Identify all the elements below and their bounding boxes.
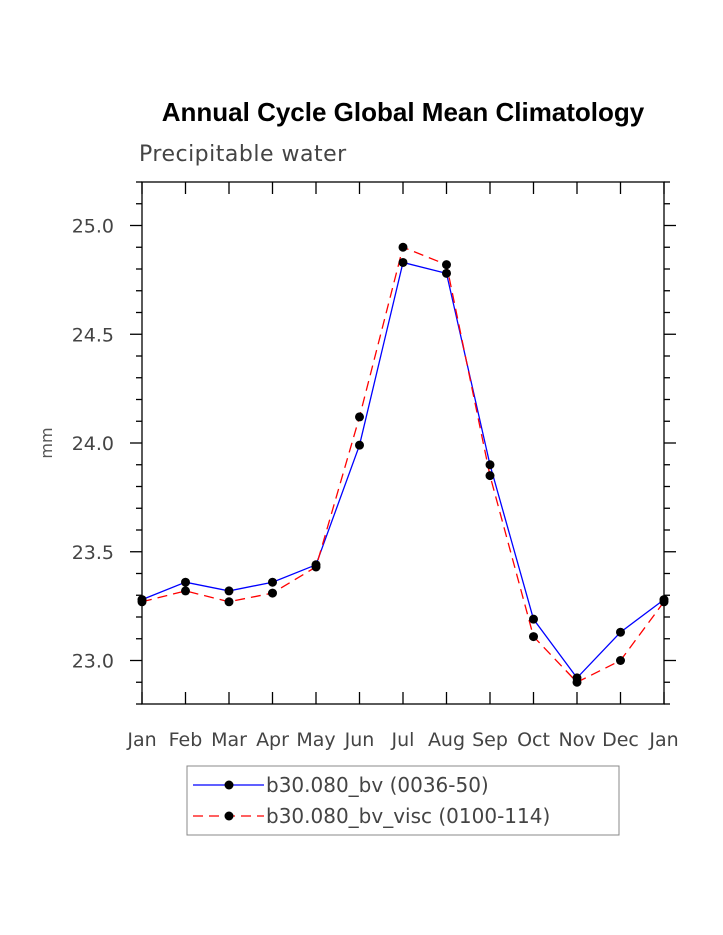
series-2-point (659, 597, 669, 607)
series-1-point (485, 460, 495, 470)
legend-marker-1 (224, 780, 234, 790)
series-line-1 (141, 261, 665, 679)
series-2-point (442, 260, 451, 270)
series-2-point (398, 242, 408, 252)
y-tick-label: 23.0 (72, 651, 114, 673)
x-tick-label: Jan (648, 729, 678, 751)
series-2-point (268, 588, 277, 598)
x-tick-label: Oct (517, 729, 550, 751)
x-tick-label: May (296, 729, 335, 751)
series-1-point (268, 577, 277, 587)
series-1-point (529, 614, 538, 624)
series-2-point (311, 562, 321, 572)
series-2-point (572, 677, 582, 687)
series-2-point (529, 632, 538, 642)
series-2-point (224, 597, 234, 607)
y-tick-label: 24.0 (72, 433, 114, 455)
series-1-point (181, 577, 190, 587)
x-tick-labels: Jan Feb Mar Apr May Jun Jul Aug Sep Oct Nov Dec Jan (126, 729, 678, 751)
axis-ticks (130, 181, 676, 705)
x-tick-label: Jun (344, 729, 375, 751)
series-2-point (355, 412, 364, 422)
series-1-point (355, 440, 364, 450)
y-tick-label: 24.5 (72, 324, 114, 346)
chart-subtitle: Precipitable water (139, 142, 347, 167)
series-1-point (442, 268, 451, 278)
y-tick-label: 23.5 (72, 542, 114, 564)
legend-marker-2 (224, 811, 234, 821)
x-tick-label: Dec (602, 729, 639, 751)
x-tick-label: Jan (126, 729, 156, 751)
x-tick-label: Jul (391, 729, 415, 751)
y-tick-label: 25.0 (72, 216, 114, 238)
legend: b30.080_bv (0036-50) b30.080_bv_visc (010… (186, 765, 620, 836)
series-1-point (224, 586, 234, 596)
x-tick-label: Aug (428, 729, 465, 751)
x-tick-label: Apr (256, 729, 289, 751)
y-axis-label: mm (37, 427, 56, 458)
series-1-point (616, 627, 625, 637)
series-2-point (616, 656, 625, 665)
series-1-point (398, 257, 408, 267)
x-tick-label: Feb (169, 729, 203, 751)
x-tick-label: Sep (472, 729, 508, 751)
data-series (137, 242, 669, 687)
y-tick-labels: 23.0 23.5 24.0 24.5 25.0 (72, 216, 114, 673)
legend-box (186, 765, 620, 836)
x-tick-label: Nov (558, 729, 595, 751)
chart-title: Annual Cycle Global Mean Climatology (162, 97, 645, 127)
series-2-point (137, 597, 147, 607)
legend-label-1: b30.080_bv (0036-50) (266, 773, 489, 797)
series-2-point (181, 586, 190, 596)
series-line-2 (141, 246, 665, 684)
x-tick-label: Mar (211, 729, 247, 751)
series-2-point (485, 471, 495, 481)
legend-label-2: b30.080_bv_visc (0100-114) (266, 804, 550, 828)
